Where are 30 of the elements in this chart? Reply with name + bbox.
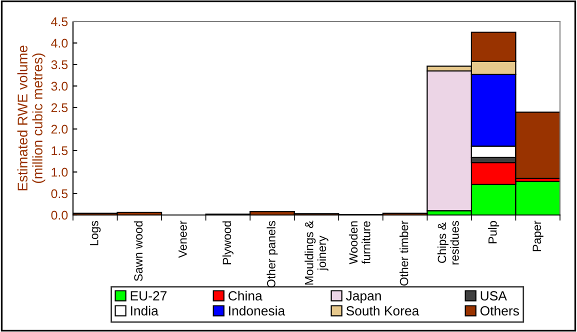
x-tick-label: Veneer (178, 220, 187, 258)
legend-label: USA (480, 291, 507, 301)
x-tick-label: Mouldings & joinery (304, 220, 328, 285)
y-tick-label: 0.5 (51, 189, 68, 198)
x-tick-label: Wooden furniture (348, 221, 370, 264)
legend-label: Others (480, 306, 519, 316)
y-tick-label: 4.5 (51, 17, 68, 26)
legend-label: Indonesia (229, 306, 286, 316)
legend-label: South Korea (346, 306, 420, 316)
y-tick-label: 4.0 (51, 38, 68, 48)
x-tick-label: Sawn wood (134, 221, 143, 282)
x-tick-label: Chips & residues (437, 220, 459, 264)
y-tick-label: 3.5 (51, 60, 68, 70)
y-tick-label: 2.5 (51, 103, 68, 112)
y-tick-label: 0.0 (51, 210, 68, 220)
x-tick-label: Paper (532, 220, 544, 252)
x-tick-label: Logs (90, 220, 101, 246)
y-tick-label: 2.0 (51, 124, 68, 134)
legend-label: EU-27 (130, 291, 167, 301)
x-tick-label: Other panels (266, 220, 278, 288)
y-axis-title: Estimated RWE volume (million cubic metres) (17, 46, 46, 190)
y-tick-label: 3.0 (51, 82, 68, 91)
x-tick-label: Pulp (488, 221, 500, 244)
legend-label: Japan (346, 291, 381, 304)
legend-label: China (228, 290, 262, 301)
x-tick-label: Other timber (400, 220, 408, 286)
x-tick-label: Plywood (222, 221, 234, 264)
y-tick-label: 1.0 (52, 168, 68, 177)
legend-label: India (131, 306, 158, 316)
y-tick-label: 1.5 (52, 146, 68, 156)
